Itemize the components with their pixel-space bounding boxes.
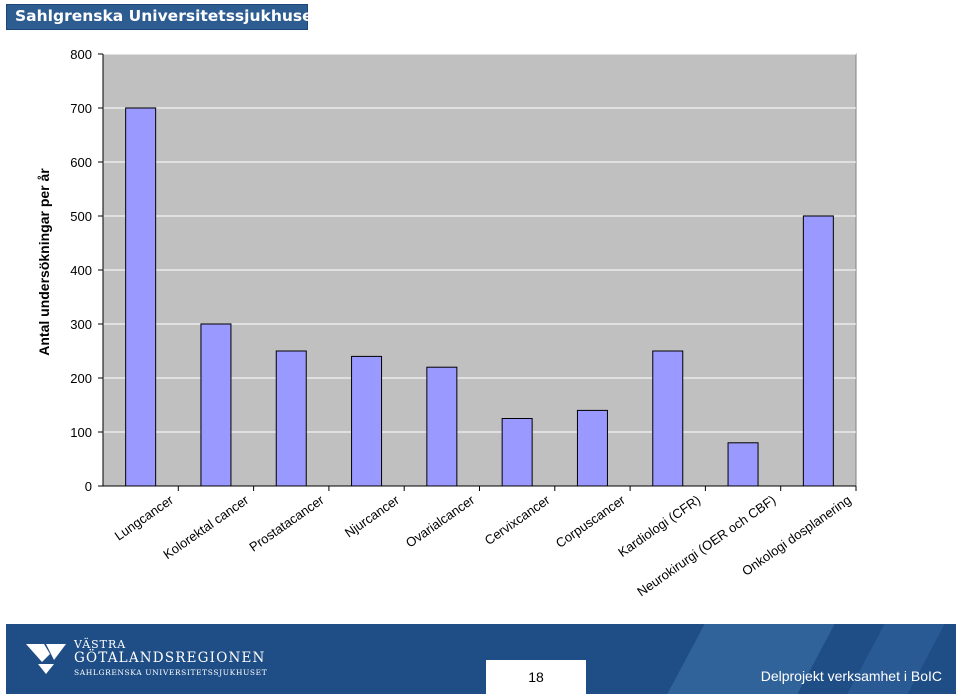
x-tick-label: Cervixcancer <box>482 492 553 548</box>
page-number-box: 18 <box>486 660 586 694</box>
hospital-name: Sahlgrenska Universitetssjukhuset <box>15 7 321 25</box>
bar <box>802 215 834 487</box>
y-tick-label: 600 <box>70 155 92 170</box>
y-tick-label: 400 <box>70 263 92 278</box>
logo-text-vastra: VÄSTRA <box>74 638 127 651</box>
region-emblem-icon <box>26 644 66 674</box>
region-logo: VÄSTRA GÖTALANDSREGIONEN SAHLGRENSKA UNI… <box>24 638 267 682</box>
y-tick-label: 0 <box>85 479 92 494</box>
logo-text-region: GÖTALANDSREGIONEN <box>74 650 266 666</box>
bar <box>576 409 608 487</box>
x-tick-label: Njurcancer <box>342 492 403 541</box>
bar <box>727 442 759 487</box>
y-tick-label: 300 <box>70 317 92 332</box>
hospital-banner: Sahlgrenska Universitetssjukhuset <box>6 4 320 30</box>
y-axis-label: Antal undersökningar per år <box>36 168 52 356</box>
bar-chart: 0 100 200 300 400 500 600 700 800 LungcancerKolo… <box>36 47 857 599</box>
y-tick-label: 700 <box>70 101 92 116</box>
x-tick-label: Prostatacancer <box>246 492 327 555</box>
y-tick-label: 800 <box>70 47 92 62</box>
page-number: 18 <box>528 669 544 685</box>
bar <box>501 418 533 487</box>
x-tick-label: Ovarialcancer <box>403 492 478 551</box>
bar <box>200 323 232 487</box>
bars <box>125 107 834 487</box>
x-tick-label: Lungcancer <box>112 492 177 544</box>
x-tick-label: Neurokirurgi (OER och CBF) <box>634 492 778 599</box>
y-tick-label: 100 <box>70 425 92 440</box>
y-tick-label: 500 <box>70 209 92 224</box>
bar <box>426 366 458 487</box>
bar <box>652 350 684 487</box>
bar <box>125 107 157 487</box>
x-tick-label: Corpuscancer <box>553 492 628 551</box>
bar <box>351 355 383 487</box>
y-tick-label: 200 <box>70 371 92 386</box>
logo-text-hospital: SAHLGRENSKA UNIVERSITETSSJUKHUSET <box>74 668 268 677</box>
bar <box>275 350 307 487</box>
project-label: Delprojekt verksamhet i BoIC <box>760 668 942 684</box>
footer-band: VÄSTRA GÖTALANDSREGIONEN SAHLGRENSKA UNI… <box>6 624 956 694</box>
